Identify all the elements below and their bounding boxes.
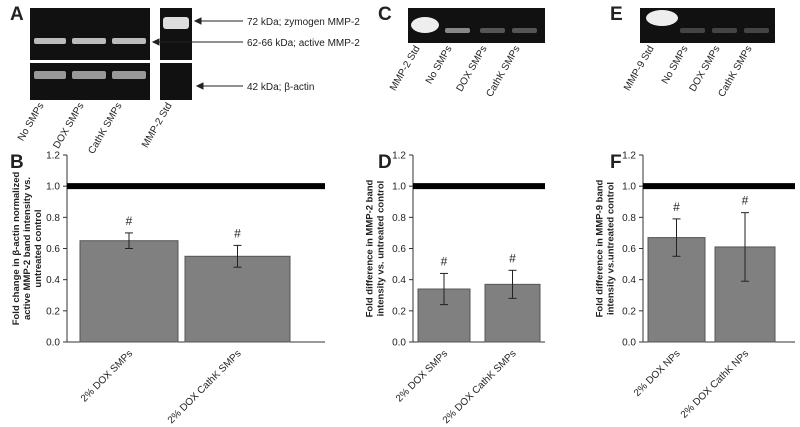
annotation: # [234, 226, 241, 240]
band-label: 62-66 kDa; active MMP-2 [247, 38, 360, 49]
gel [30, 63, 150, 100]
band-label: 72 kDa; zymogen MMP-2 [247, 17, 360, 28]
y-tick-label: 1.2 [392, 151, 406, 162]
y-tick-label: 0.0 [622, 338, 636, 349]
gel-bands [411, 17, 537, 33]
annotation: # [126, 214, 133, 228]
y-tick-label: 0.8 [622, 213, 636, 224]
lane-label: CathK SMPs [86, 101, 124, 156]
gel-bands [34, 17, 189, 79]
y-tick-label: 0.0 [392, 338, 406, 349]
x-tick-label: 2% DOX CathK SMPs [441, 348, 519, 426]
band-label: 42 kDa; β-actin [247, 82, 314, 93]
y-axis-label: untreated control [33, 209, 44, 287]
y-tick-label: 0.2 [622, 306, 636, 317]
y-axis-label: intensity vs. untreated control [376, 181, 387, 317]
y-axis-label: intensity vs.untreated control [606, 182, 617, 315]
lane-label: MMP-2 Std [140, 101, 175, 150]
lane-label: DOX SMPs [688, 44, 723, 94]
annotation: # [673, 200, 680, 214]
y-tick-label: 0.4 [392, 275, 406, 286]
lane-label: CathK SMPs [484, 44, 522, 99]
y-tick-label: 0.6 [622, 244, 636, 255]
y-tick-label: 1.0 [622, 182, 636, 193]
panel-letter: E [610, 4, 623, 25]
y-tick-label: 0.2 [46, 306, 60, 317]
x-tick-label: 2% DOX SMPs [394, 348, 450, 404]
y-tick-label: 0.8 [392, 213, 406, 224]
y-tick-label: 0.4 [622, 275, 636, 286]
gel [160, 63, 192, 100]
y-tick-label: 0.6 [392, 244, 406, 255]
panel-letter: B [10, 152, 24, 173]
gel [160, 8, 192, 60]
y-tick-label: 1.0 [46, 182, 60, 193]
lane-label: CathK SMPs [716, 44, 754, 99]
lane-label: No SMPs [424, 44, 455, 86]
annotation: # [441, 254, 448, 268]
x-tick-label: 2% DOX CathK SMPs [166, 348, 244, 426]
x-tick-label: 2% DOX CathK NPs [679, 348, 751, 420]
annotation: # [509, 251, 516, 265]
y-tick-label: 0.8 [46, 213, 60, 224]
bar [79, 240, 179, 343]
y-axis-label: active MMP-2 band intensity vs. [22, 177, 33, 320]
arrows [151, 17, 243, 90]
y-tick-label: 1.2 [46, 151, 60, 162]
gel-bands [646, 10, 769, 33]
y-axis-label: Fold change in β-actin normalized [11, 172, 22, 326]
lane-label: MMP-9 Std [622, 44, 657, 93]
y-tick-label: 0.4 [46, 275, 60, 286]
y-axis-label: Fold difference in MMP-9 band [595, 179, 606, 317]
lane-label: DOX SMPs [455, 44, 490, 94]
y-tick-label: 1.0 [392, 182, 406, 193]
x-tick-label: 2% DOX NPs [632, 348, 683, 399]
y-axis-label: Fold difference in MMP-2 band [365, 179, 376, 317]
lane-label: No SMPs [660, 44, 691, 86]
x-tick-label: 2% DOX SMPs [79, 348, 135, 404]
annotation: # [742, 194, 749, 208]
panel-letter: A [10, 4, 24, 25]
y-tick-label: 0.6 [46, 244, 60, 255]
gel [30, 8, 150, 60]
y-tick-label: 0.2 [392, 306, 406, 317]
panel-letter: D [378, 152, 392, 173]
lane-label: MMP-2 Std [388, 44, 423, 93]
lane-label: No SMPs [16, 101, 47, 143]
y-tick-label: 1.2 [622, 151, 636, 162]
lane-label: DOX SMPs [52, 101, 87, 151]
panel-letter: C [378, 4, 392, 25]
panel-letter: F [610, 152, 622, 173]
bar [184, 255, 291, 343]
y-tick-label: 0.0 [46, 338, 60, 349]
